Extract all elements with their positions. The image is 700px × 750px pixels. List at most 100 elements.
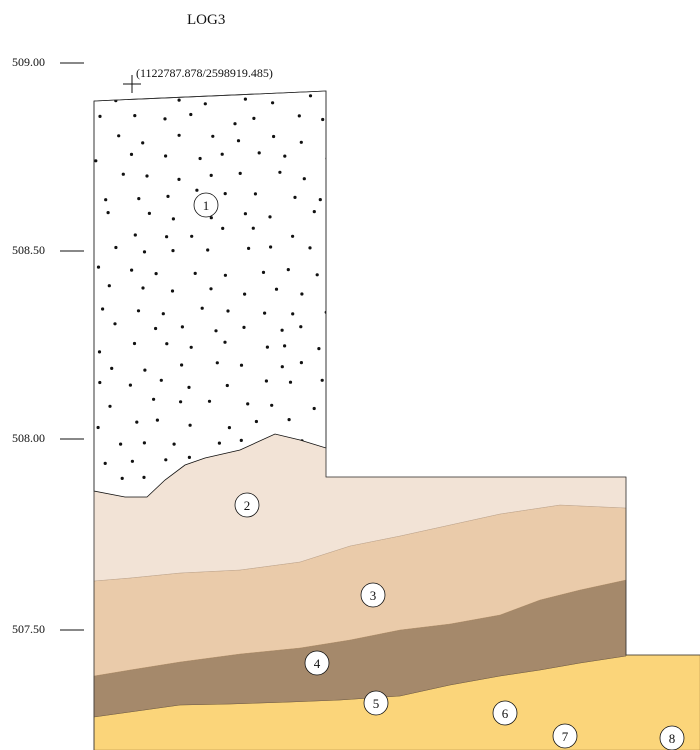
gravel-dot xyxy=(171,217,175,221)
gravel-dot xyxy=(154,272,158,276)
gravel-dot xyxy=(274,287,279,291)
elevation-label-509: 509.00 xyxy=(12,55,45,69)
layer-8-number: 8 xyxy=(669,731,676,746)
gravel-dot xyxy=(152,397,156,401)
gravel-dot xyxy=(171,249,175,253)
elevation-label-507-50: 507.50 xyxy=(12,622,45,636)
survey-point: (1122787.878/2598919.485) xyxy=(123,66,273,93)
gravel-dot xyxy=(269,245,273,249)
gravel-dot xyxy=(227,426,231,430)
layer-7-number: 7 xyxy=(562,729,569,744)
gravel-dot xyxy=(239,438,243,442)
layer-1-gravel-pattern xyxy=(94,94,331,497)
gravel-dot xyxy=(155,418,159,422)
gravel-dot xyxy=(98,380,102,385)
layer-1-number: 1 xyxy=(203,198,210,213)
gravel-dot xyxy=(141,141,145,145)
gravel-dot xyxy=(243,292,247,296)
gravel-dot xyxy=(104,198,108,202)
gravel-dot xyxy=(312,406,316,411)
gravel-dot xyxy=(164,458,168,462)
gravel-dot xyxy=(128,383,132,387)
gravel-dot xyxy=(261,270,266,274)
gravel-dot xyxy=(195,188,199,192)
gravel-dot xyxy=(147,211,151,215)
gravel-dot xyxy=(238,171,242,175)
gravel-dot xyxy=(209,173,213,177)
gravel-dot xyxy=(243,97,247,101)
gravel-dot xyxy=(97,350,102,354)
gravel-dot xyxy=(226,309,230,313)
layer-2-number: 2 xyxy=(244,498,251,513)
gravel-dot xyxy=(165,235,169,239)
profile-outline xyxy=(93,90,700,750)
gravel-dot xyxy=(252,116,256,120)
gravel-dot xyxy=(299,140,303,144)
gravel-dot xyxy=(280,365,284,369)
layers xyxy=(93,90,700,750)
layer-4-number: 4 xyxy=(314,656,321,671)
gravel-dot xyxy=(214,329,218,333)
gravel-dot xyxy=(189,345,193,349)
gravel-dot xyxy=(233,122,237,126)
gravel-dot xyxy=(287,418,291,422)
gravel-dot xyxy=(130,459,134,463)
gravel-dot xyxy=(247,246,251,250)
gravel-dot xyxy=(135,420,139,424)
gravel-dot xyxy=(177,133,181,137)
gravel-dot xyxy=(166,194,170,198)
gravel-dot xyxy=(189,112,193,117)
elevation-label-508: 508.00 xyxy=(12,431,45,445)
layer-5-number: 5 xyxy=(373,696,380,711)
gravel-dot xyxy=(117,134,121,138)
gravel-dot xyxy=(217,441,221,445)
survey-coordinate: (1122787.878/2598919.485) xyxy=(136,66,273,80)
gravel-dot xyxy=(142,441,146,445)
layer-3-marker: 3 xyxy=(360,582,386,608)
gravel-dot xyxy=(203,102,207,106)
gravel-dot xyxy=(130,268,134,272)
layer-markers: 1 2 3 4 5 6 7 8 xyxy=(193,192,685,750)
gravel-dot xyxy=(170,289,175,293)
gravel-dot xyxy=(207,399,212,403)
gravel-dot xyxy=(165,342,169,346)
gravel-dot xyxy=(94,227,95,232)
gravel-dot xyxy=(179,400,183,404)
gravel-dot xyxy=(206,248,210,252)
gravel-dot xyxy=(308,94,313,98)
log-title: LOG3 xyxy=(187,12,225,28)
gravel-dot xyxy=(114,99,118,103)
layer-2-marker: 2 xyxy=(234,492,260,518)
layer-6-number: 6 xyxy=(502,706,509,721)
gravel-dot xyxy=(98,114,102,118)
gravel-dot xyxy=(291,234,295,238)
gravel-dot xyxy=(243,212,247,216)
gravel-dot xyxy=(133,233,137,237)
gravel-dot xyxy=(94,159,98,163)
gravel-dot xyxy=(315,273,319,277)
gravel-dot xyxy=(163,117,167,121)
gravel-dot xyxy=(283,344,287,348)
gravel-dot xyxy=(271,101,275,105)
gravel-dot xyxy=(251,226,255,230)
gravel-dot xyxy=(272,134,276,139)
gravel-dot xyxy=(119,442,123,446)
gravel-dot xyxy=(198,156,202,161)
gravel-dot xyxy=(177,98,181,102)
gravel-dot xyxy=(133,114,137,118)
gravel-dot xyxy=(215,361,219,365)
gravel-dot xyxy=(242,325,246,329)
gravel-dot xyxy=(121,172,125,176)
gravel-dot xyxy=(264,379,268,383)
gravel-dot xyxy=(236,139,241,143)
gravel-dot xyxy=(200,306,204,310)
gravel-dot xyxy=(132,341,137,346)
gravel-dot xyxy=(297,114,301,118)
gravel-dot xyxy=(114,245,118,250)
gravel-dot xyxy=(302,177,306,181)
gravel-dot xyxy=(263,311,267,315)
gravel-dot xyxy=(328,228,331,231)
gravel-dot xyxy=(308,246,312,250)
gravel-dot xyxy=(257,151,261,155)
